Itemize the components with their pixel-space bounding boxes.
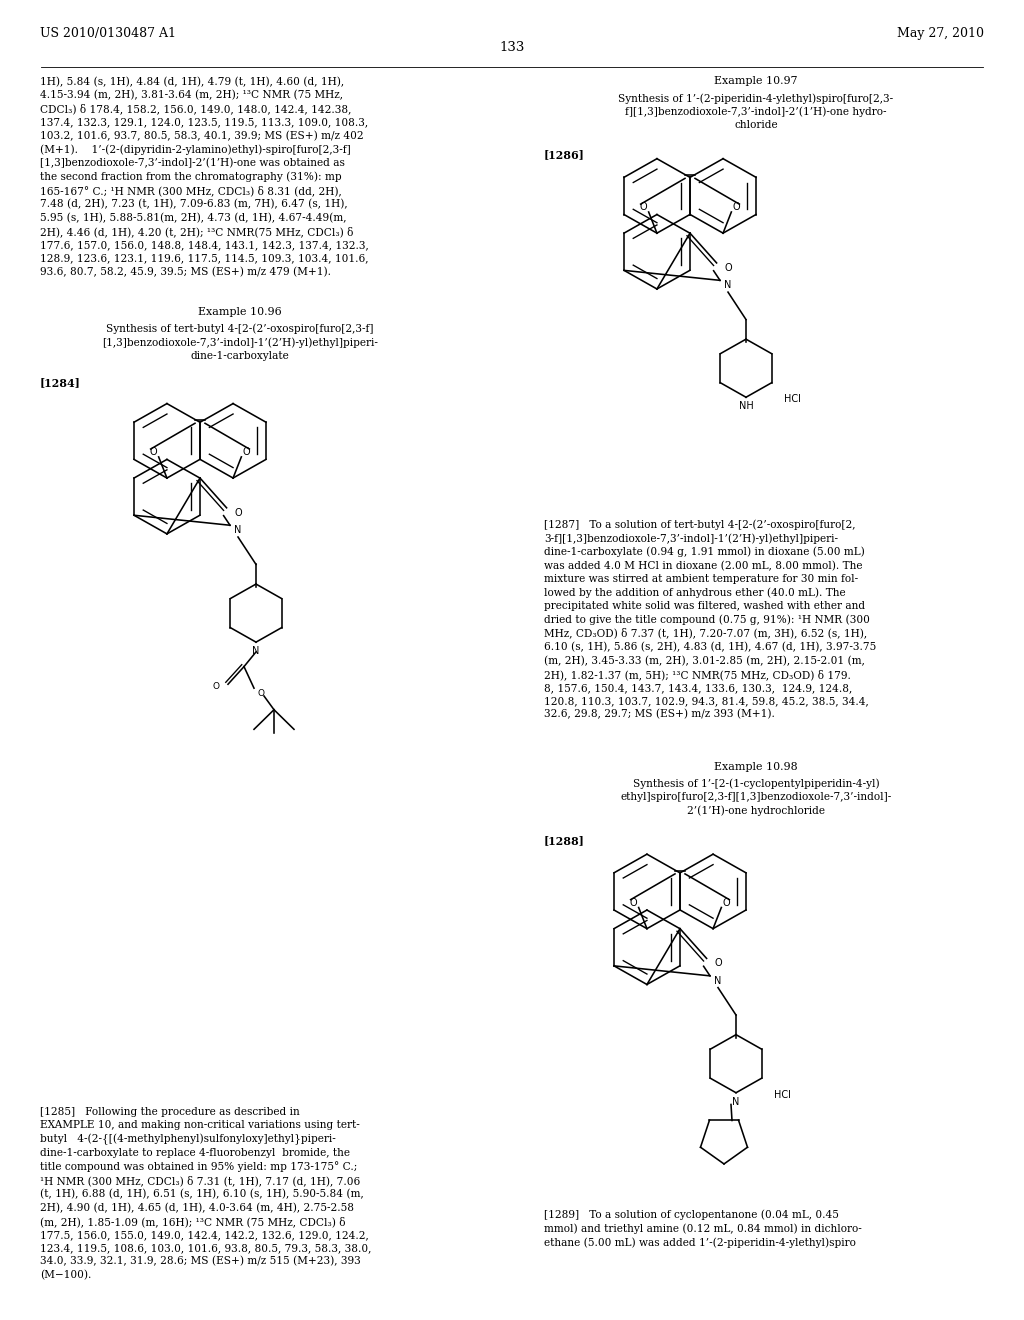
- Text: Synthesis of tert-butyl 4-[2-(2’-oxospiro[furo[2,3-f]
[1,3]benzodioxole-7,3’-ind: Synthesis of tert-butyl 4-[2-(2’-oxospir…: [102, 323, 378, 360]
- Text: [1285]   Following the procedure as described in
EXAMPLE 10, and making non-crit: [1285] Following the procedure as descri…: [40, 1107, 372, 1280]
- Text: O: O: [150, 447, 158, 457]
- Text: O: O: [640, 202, 647, 213]
- Text: N: N: [234, 525, 242, 535]
- Text: HCl: HCl: [784, 395, 801, 404]
- Text: [1284]: [1284]: [40, 378, 81, 388]
- Text: HCl: HCl: [774, 1090, 791, 1100]
- Text: O: O: [630, 898, 638, 908]
- Text: N: N: [715, 975, 722, 986]
- Text: Synthesis of 1’-(2-piperidin-4-ylethyl)spiro[furo[2,3-
f][1,3]benzodioxole-7,3’-: Synthesis of 1’-(2-piperidin-4-ylethyl)s…: [618, 94, 894, 131]
- Text: O: O: [243, 447, 250, 457]
- Text: O: O: [715, 958, 722, 969]
- Text: O: O: [725, 263, 732, 273]
- Text: N: N: [252, 645, 260, 656]
- Text: US 2010/0130487 A1: US 2010/0130487 A1: [40, 28, 176, 41]
- Text: Example 10.97: Example 10.97: [715, 77, 798, 86]
- Text: O: O: [723, 898, 730, 908]
- Text: N: N: [732, 1097, 739, 1106]
- Text: [1286]: [1286]: [544, 149, 585, 160]
- Text: Example 10.96: Example 10.96: [198, 306, 282, 317]
- Text: [1287]   To a solution of tert-butyl 4-[2-(2’-oxospiro[furo[2,
3-f][1,3]benzodio: [1287] To a solution of tert-butyl 4-[2-…: [544, 519, 877, 719]
- Text: O: O: [234, 508, 243, 517]
- Text: [1288]: [1288]: [544, 836, 585, 846]
- Text: O: O: [732, 202, 740, 213]
- Text: O: O: [213, 681, 219, 690]
- Text: 133: 133: [500, 41, 524, 54]
- Text: May 27, 2010: May 27, 2010: [897, 28, 984, 41]
- Text: [1289]   To a solution of cyclopentanone (0.04 mL, 0.45
mmol) and triethyl amine: [1289] To a solution of cyclopentanone (…: [544, 1210, 862, 1247]
- Text: N: N: [724, 280, 732, 290]
- Text: 1H), 5.84 (s, 1H), 4.84 (d, 1H), 4.79 (t, 1H), 4.60 (d, 1H),
4.15-3.94 (m, 2H), : 1H), 5.84 (s, 1H), 4.84 (d, 1H), 4.79 (t…: [40, 77, 369, 277]
- Text: Synthesis of 1’-[2-(1-cyclopentylpiperidin-4-yl)
ethyl]spiro[furo[2,3-f][1,3]ben: Synthesis of 1’-[2-(1-cyclopentylpiperid…: [621, 779, 892, 816]
- Text: Example 10.98: Example 10.98: [714, 762, 798, 772]
- Text: NH: NH: [738, 401, 754, 411]
- Text: O: O: [257, 689, 264, 697]
